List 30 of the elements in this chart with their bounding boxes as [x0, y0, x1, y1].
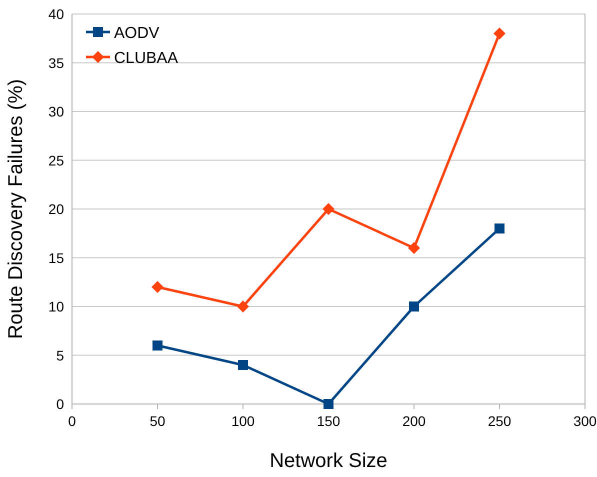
y-tick-label: 5: [56, 347, 64, 364]
legend-label: AODV: [114, 25, 160, 42]
point: [494, 28, 506, 40]
point: [494, 224, 504, 234]
x-tick-label: 0: [68, 413, 76, 429]
point: [408, 242, 420, 254]
y-tick-label: 40: [48, 6, 64, 22]
x-tick-label: 50: [150, 413, 166, 429]
y-tick-label: 15: [48, 250, 64, 266]
point: [324, 399, 334, 409]
y-tick-label: 25: [48, 152, 64, 168]
point: [238, 360, 248, 370]
y-tick-label: 10: [48, 298, 64, 314]
x-tick-label: 100: [231, 413, 255, 429]
point: [237, 300, 249, 312]
legend-label: CLUBAA: [114, 50, 178, 67]
point: [152, 340, 162, 350]
x-tick-label: 150: [316, 413, 340, 429]
point: [322, 203, 334, 215]
point: [152, 281, 164, 293]
x-tick-label: 200: [402, 413, 426, 429]
x-tick-label: 300: [573, 413, 597, 429]
point: [409, 302, 419, 312]
x-tick-label: 250: [488, 413, 512, 429]
y-tick-label: 35: [48, 54, 64, 71]
x-axis-title: Network Size: [270, 450, 388, 472]
y-axis-title: Route Discovery Failures (%): [5, 78, 27, 340]
y-tick-label: 0: [56, 396, 64, 412]
y-tick-label: 20: [48, 201, 64, 217]
y-tick-label: 30: [48, 104, 64, 120]
